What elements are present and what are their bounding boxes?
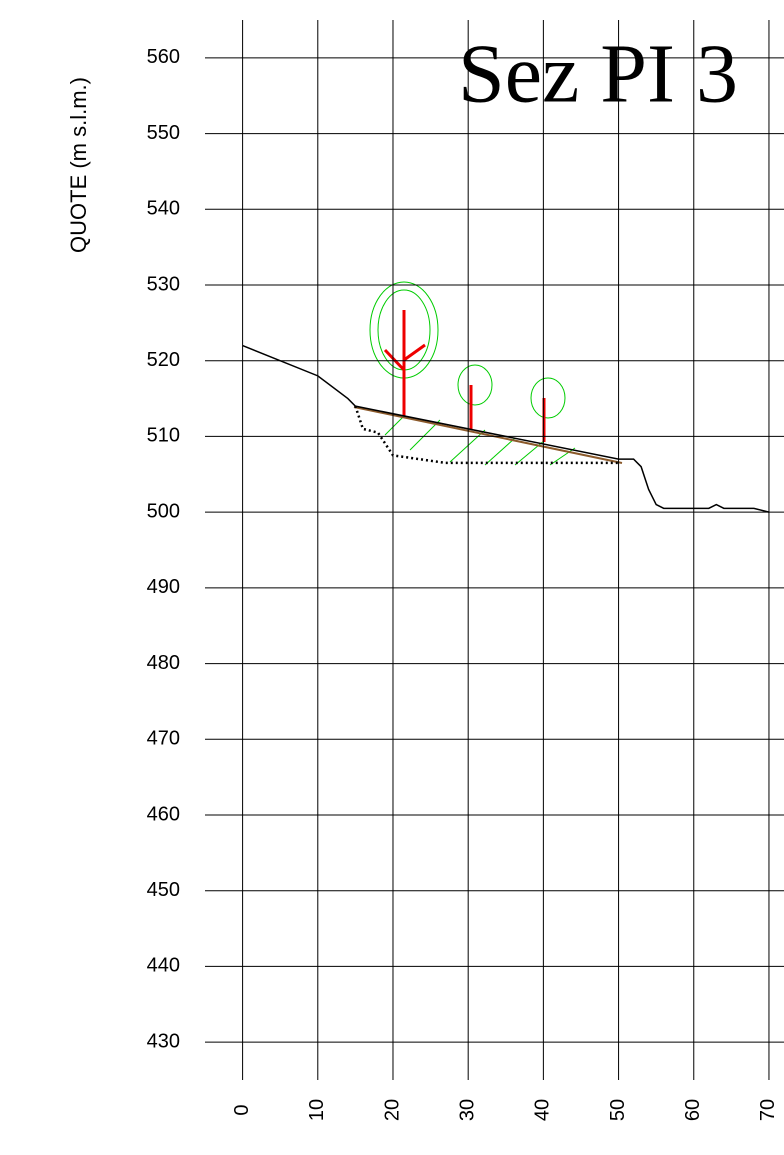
y-tick-label: 490: [147, 576, 180, 598]
x-tick-label: 70: [757, 1099, 779, 1121]
x-tick-label: 0: [231, 1104, 253, 1115]
y-tick-label: 460: [147, 803, 180, 825]
y-tick-label: 540: [147, 198, 180, 220]
y-axis-label: QUOTE (m s.l.m.): [66, 77, 91, 253]
y-tick-label: 480: [147, 652, 180, 674]
y-tick-label: 520: [147, 349, 180, 371]
y-tick-label: 560: [147, 46, 180, 68]
y-tick-label: 530: [147, 273, 180, 295]
profile-line: [242, 344, 770, 513]
y-tick-label: 430: [147, 1030, 180, 1052]
y-tick-label: 510: [147, 425, 180, 447]
y-tick-label: 470: [147, 728, 180, 750]
vegetation: [353, 281, 623, 466]
y-tick-label: 500: [147, 500, 180, 522]
y-tick-label: 550: [147, 122, 180, 144]
chart-title: Sez PI 3: [458, 27, 738, 120]
y-tick-label: 450: [147, 879, 180, 901]
x-tick-label: 50: [607, 1099, 629, 1121]
x-tick-label: 30: [456, 1099, 478, 1121]
x-tick-label: 60: [682, 1099, 704, 1121]
y-tick-label: 440: [147, 955, 180, 977]
x-tick-label: 20: [381, 1099, 403, 1121]
x-tick-label: 40: [532, 1099, 554, 1121]
x-tick-label: 10: [306, 1099, 328, 1121]
